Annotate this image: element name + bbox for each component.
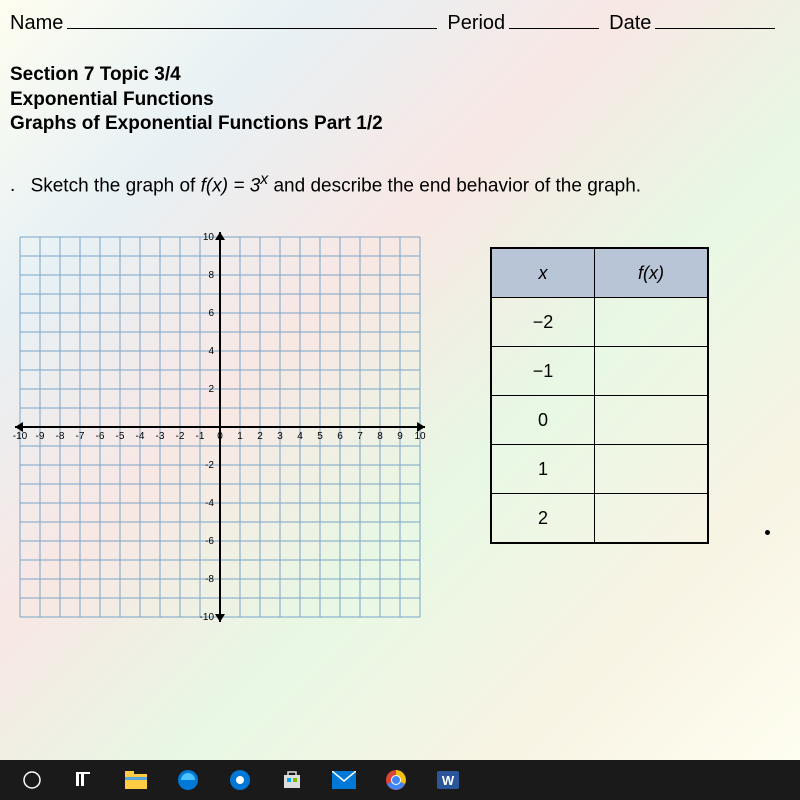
question-exp: x	[260, 171, 268, 188]
svg-text:2: 2	[208, 384, 214, 395]
name-blank	[67, 10, 437, 29]
table-cell-x: 1	[491, 445, 595, 494]
svg-text:-6: -6	[205, 536, 214, 547]
edge-icon[interactable]	[176, 768, 200, 792]
question-fx: f(x) = 3	[201, 175, 261, 196]
table-cell-fx	[595, 396, 709, 445]
name-label: Name	[10, 12, 63, 35]
table-cell-fx	[595, 347, 709, 396]
question-bullet: .	[10, 175, 15, 196]
table-cell-x: 0	[491, 396, 595, 445]
value-table-wrap: x f(x) −2 −1 0 1 2	[490, 247, 709, 627]
svg-text:-7: -7	[76, 431, 85, 442]
settings-icon[interactable]	[228, 768, 252, 792]
table-row: −2	[491, 298, 708, 347]
svg-text:6: 6	[337, 431, 343, 442]
question-after: and describe the end behavior of the gra…	[273, 175, 641, 196]
section-line-1: Section 7 Topic 3/4	[10, 63, 790, 88]
date-label: Date	[609, 12, 651, 35]
table-header-fx: f(x)	[595, 248, 709, 298]
date-blank	[655, 10, 775, 29]
chrome-icon[interactable]	[384, 768, 408, 792]
period-blank	[509, 10, 599, 29]
svg-text:-4: -4	[205, 498, 214, 509]
svg-text:-8: -8	[205, 574, 214, 585]
svg-text:W: W	[442, 773, 455, 788]
coordinate-grid: -10-9-8-7-6-5-4-3-2-1012345678910 246810…	[10, 227, 430, 627]
svg-text:-9: -9	[36, 431, 45, 442]
svg-text:5: 5	[317, 431, 323, 442]
start-icon[interactable]	[20, 768, 44, 792]
table-cell-fx	[595, 298, 709, 347]
section-line-2: Exponential Functions	[10, 88, 790, 113]
svg-text:1: 1	[237, 431, 243, 442]
table-cell-x: −1	[491, 347, 595, 396]
svg-text:-2: -2	[176, 431, 185, 442]
svg-text:-8: -8	[56, 431, 65, 442]
value-table: x f(x) −2 −1 0 1 2	[490, 247, 709, 544]
word-icon[interactable]: W	[436, 768, 460, 792]
svg-text:-5: -5	[116, 431, 125, 442]
section-heading: Section 7 Topic 3/4 Exponential Function…	[10, 63, 790, 137]
grid-svg: -10-9-8-7-6-5-4-3-2-1012345678910 246810…	[10, 227, 430, 627]
stray-dot	[765, 530, 770, 535]
store-icon[interactable]	[280, 768, 304, 792]
worksheet-page: Name Period Date Section 7 Topic 3/4 Exp…	[0, 0, 800, 770]
svg-text:8: 8	[377, 431, 383, 442]
question-before: Sketch the graph of	[31, 175, 201, 196]
search-icon[interactable]	[72, 768, 96, 792]
svg-text:9: 9	[397, 431, 403, 442]
table-cell-fx	[595, 494, 709, 544]
period-label: Period	[447, 12, 505, 35]
explorer-icon[interactable]	[124, 768, 148, 792]
svg-text:8: 8	[208, 270, 214, 281]
table-cell-x: −2	[491, 298, 595, 347]
svg-text:10: 10	[414, 431, 426, 442]
question-text: . Sketch the graph of f(x) = 3x and desc…	[10, 171, 790, 197]
svg-text:-6: -6	[96, 431, 105, 442]
table-header-row: x f(x)	[491, 248, 708, 298]
svg-text:-4: -4	[136, 431, 145, 442]
svg-text:2: 2	[257, 431, 263, 442]
content-row: -10-9-8-7-6-5-4-3-2-1012345678910 246810…	[0, 227, 800, 627]
svg-text:-10: -10	[200, 612, 215, 623]
svg-text:7: 7	[357, 431, 363, 442]
svg-text:-1: -1	[196, 431, 205, 442]
table-cell-x: 2	[491, 494, 595, 544]
section-line-3: Graphs of Exponential Functions Part 1/2	[10, 112, 790, 137]
table-row: 2	[491, 494, 708, 544]
table-header-x: x	[491, 248, 595, 298]
svg-text:-3: -3	[156, 431, 165, 442]
worksheet-header: Name Period Date	[0, 10, 800, 35]
svg-text:4: 4	[297, 431, 303, 442]
table-row: −1	[491, 347, 708, 396]
svg-text:0: 0	[217, 431, 223, 442]
mail-icon[interactable]	[332, 768, 356, 792]
table-row: 1	[491, 445, 708, 494]
table-row: 0	[491, 396, 708, 445]
svg-text:10: 10	[203, 232, 215, 243]
svg-text:6: 6	[208, 308, 214, 319]
svg-text:-10: -10	[13, 431, 28, 442]
table-cell-fx	[595, 445, 709, 494]
svg-text:-2: -2	[205, 460, 214, 471]
windows-taskbar[interactable]: W	[0, 760, 800, 800]
svg-text:4: 4	[208, 346, 214, 357]
svg-text:3: 3	[277, 431, 283, 442]
